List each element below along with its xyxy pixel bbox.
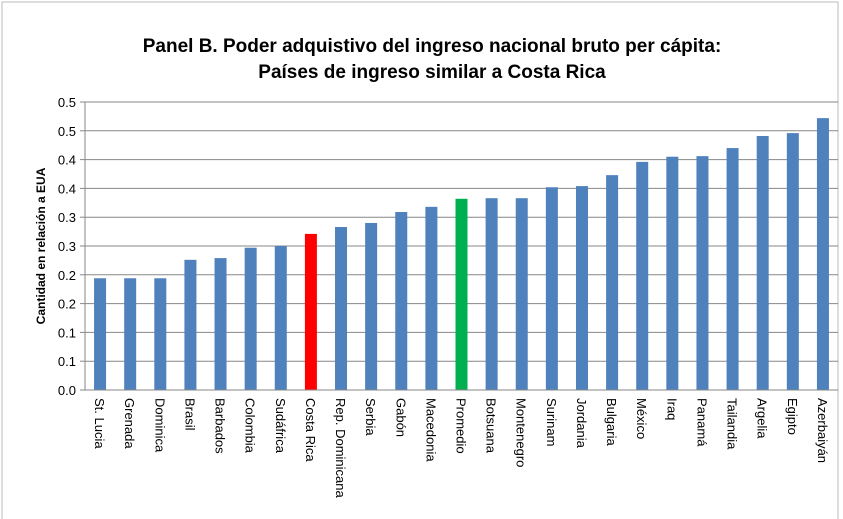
- x-tick-label: Dominica: [152, 398, 167, 453]
- bar: [816, 118, 829, 391]
- y-tick-label: 0.1: [58, 325, 76, 340]
- chart-title: Países de ingreso similar a Costa Rica: [258, 62, 606, 83]
- x-tick-label: Botsuana: [484, 398, 499, 454]
- bar: [244, 247, 257, 390]
- bar: [335, 226, 348, 390]
- x-tick-label: Rep. Dominicana: [333, 398, 348, 498]
- x-tick-label: México: [634, 398, 649, 439]
- x-tick-label: Brasil: [182, 398, 197, 431]
- bar: [696, 156, 709, 390]
- bar: [425, 206, 438, 390]
- bar: [545, 187, 558, 390]
- x-tick-label: Iraq: [664, 398, 679, 420]
- bar: [274, 246, 287, 390]
- bar: [455, 198, 468, 390]
- x-tick-label: Bulgaria: [604, 398, 619, 446]
- y-tick-label: 0.2: [58, 297, 76, 312]
- x-tick-label: Serbia: [363, 398, 378, 436]
- bar: [214, 258, 227, 390]
- bar: [636, 161, 649, 390]
- y-tick-label: 0.3: [58, 210, 76, 225]
- x-tick-label: Barbados: [213, 398, 228, 454]
- y-tick-label: 0.1: [58, 354, 76, 369]
- y-tick-label: 0.5: [58, 95, 76, 110]
- bar: [666, 156, 679, 390]
- bar: [606, 175, 619, 390]
- bar: [184, 259, 197, 390]
- bar: [304, 233, 317, 390]
- y-axis-label: Cantidad en relación a EUA: [34, 167, 48, 324]
- x-tick-label: Surinam: [544, 398, 559, 446]
- x-tick-label: Montenegro: [514, 398, 529, 467]
- y-tick-label: 0.4: [58, 153, 76, 168]
- bar: [756, 135, 769, 390]
- x-tick-label: Panamá: [694, 398, 709, 447]
- y-tick-label: 0.0: [58, 383, 76, 398]
- x-tick-label: Macedonia: [423, 398, 438, 462]
- bar: [395, 212, 408, 390]
- bar: [154, 278, 167, 390]
- x-tick-label: Jordania: [574, 398, 589, 449]
- x-tick-label: Grenada: [122, 398, 137, 449]
- bar: [786, 133, 799, 390]
- bar: [726, 148, 739, 390]
- x-tick-label: Costa Rica: [303, 398, 318, 462]
- x-tick-label: Azerbaiyán: [815, 398, 830, 463]
- bar: [575, 186, 588, 390]
- x-tick-label: Sudáfrica: [273, 398, 288, 454]
- y-tick-label: 0.4: [58, 181, 76, 196]
- x-tick-label: Gabón: [393, 398, 408, 437]
- y-tick-label: 0.5: [58, 124, 76, 139]
- y-tick-label: 0.2: [58, 268, 76, 283]
- bar: [485, 198, 498, 390]
- x-tick-label: St. Lucia: [92, 398, 107, 449]
- y-tick-label: 0.3: [58, 239, 76, 254]
- bar: [124, 278, 137, 390]
- x-tick-label: Argelia: [755, 398, 770, 439]
- bar: [94, 278, 107, 390]
- chart-title: Panel B. Poder adquistivo del ingreso na…: [143, 36, 722, 57]
- x-tick-label: Colombia: [243, 398, 258, 454]
- bar: [365, 222, 378, 390]
- x-tick-label: Egipto: [785, 398, 800, 435]
- x-tick-label: Tailandia: [725, 398, 740, 450]
- bar: [515, 198, 528, 390]
- x-tick-label: Promedio: [454, 398, 469, 454]
